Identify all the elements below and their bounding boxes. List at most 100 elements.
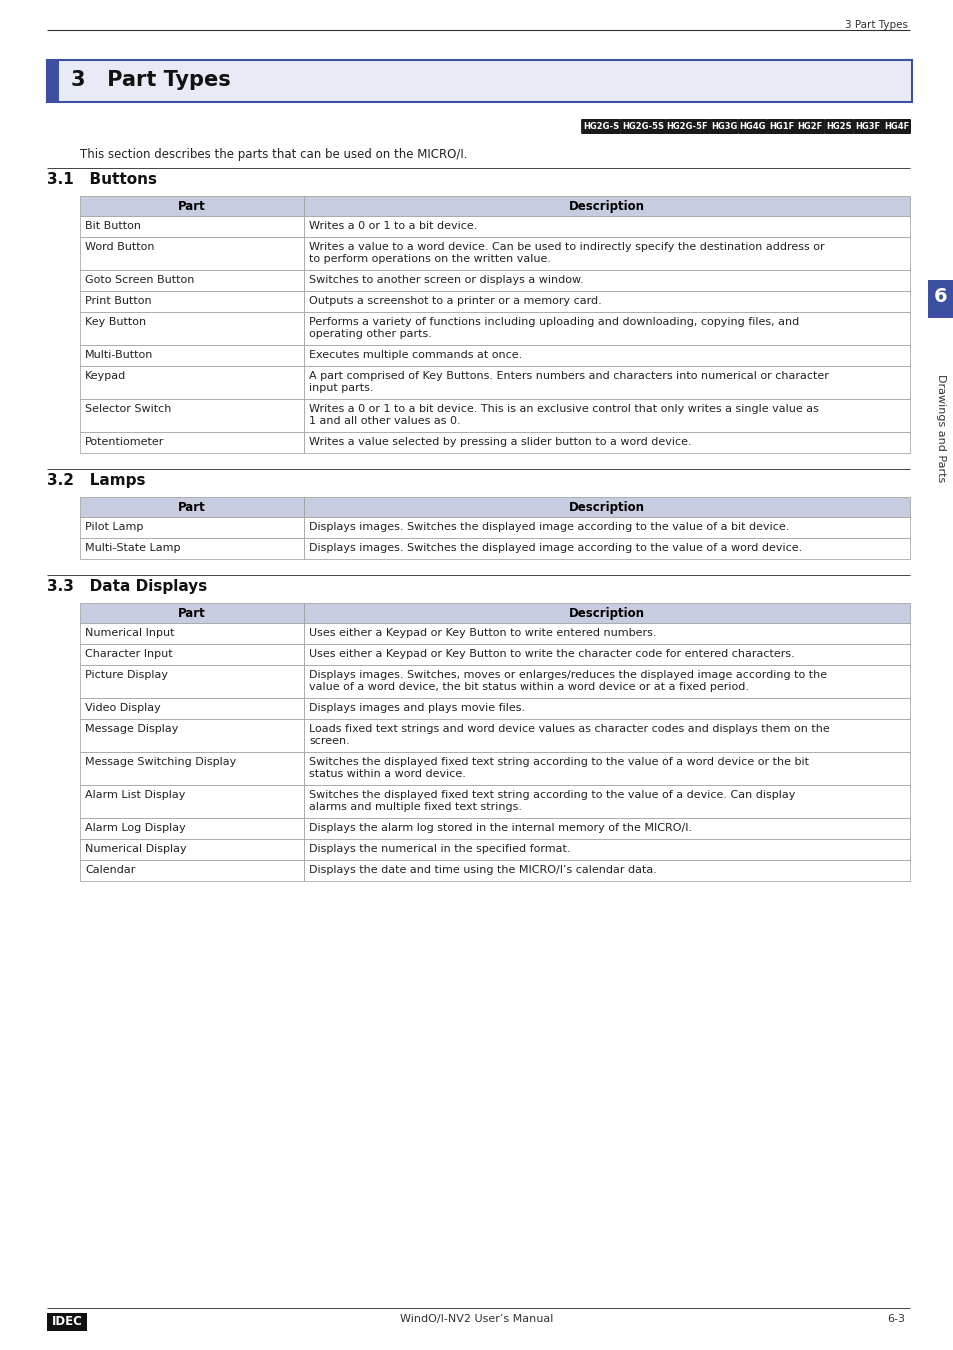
Bar	[80, 720, 304, 752]
Bar	[304, 196, 909, 216]
Text: Drawings and Parts: Drawings and Parts	[935, 374, 945, 482]
Text: Writes a 0 or 1 to a bit device.: Writes a 0 or 1 to a bit device.	[309, 221, 476, 231]
Bar	[80, 400, 304, 432]
Bar	[304, 752, 909, 784]
Text: Displays images. Switches the displayed image according to the value of a word d: Displays images. Switches the displayed …	[309, 543, 801, 554]
Text: Video Display: Video Display	[85, 703, 161, 713]
Bar	[47, 59, 59, 103]
Text: Character Input: Character Input	[85, 649, 172, 659]
Text: HG4G: HG4G	[739, 122, 765, 131]
Bar	[304, 818, 909, 838]
Text: Description: Description	[568, 608, 644, 620]
Bar	[304, 698, 909, 720]
Text: Numerical Display: Numerical Display	[85, 844, 187, 855]
Bar	[80, 860, 304, 882]
Bar	[80, 238, 304, 270]
Bar	[304, 517, 909, 539]
Bar	[80, 784, 304, 818]
FancyBboxPatch shape	[852, 119, 882, 134]
Text: Displays images and plays movie files.: Displays images and plays movie files.	[309, 703, 525, 713]
Text: HG3G: HG3G	[710, 122, 737, 131]
Text: Message Switching Display: Message Switching Display	[85, 757, 236, 767]
Text: Numerical Input: Numerical Input	[85, 628, 174, 639]
Text: Outputs a screenshot to a printer or a memory card.: Outputs a screenshot to a printer or a m…	[309, 296, 601, 306]
Bar	[304, 860, 909, 882]
Bar	[80, 698, 304, 720]
Bar	[80, 666, 304, 698]
Text: HG2G-S: HG2G-S	[582, 122, 618, 131]
FancyBboxPatch shape	[619, 119, 665, 134]
Bar	[304, 784, 909, 818]
Text: Switches the displayed fixed text string according to the value of a device. Can: Switches the displayed fixed text string…	[309, 790, 795, 811]
Bar	[927, 279, 953, 319]
Text: A part comprised of Key Buttons. Enters numbers and characters into numerical or: A part comprised of Key Buttons. Enters …	[309, 371, 828, 393]
Bar	[80, 752, 304, 784]
Text: Displays the numerical in the specified format.: Displays the numerical in the specified …	[309, 844, 570, 855]
Text: Multi-Button: Multi-Button	[85, 350, 153, 360]
Text: 6: 6	[933, 288, 947, 306]
Text: Displays images. Switches the displayed image according to the value of a bit de: Displays images. Switches the displayed …	[309, 522, 789, 532]
Bar	[80, 603, 304, 622]
Text: Multi-State Lamp: Multi-State Lamp	[85, 543, 180, 554]
FancyBboxPatch shape	[823, 119, 853, 134]
Text: Potentiometer: Potentiometer	[85, 437, 164, 447]
Bar	[304, 312, 909, 346]
Text: HG2S: HG2S	[825, 122, 851, 131]
Bar	[304, 432, 909, 454]
Text: Pilot Lamp: Pilot Lamp	[85, 522, 143, 532]
Text: Keypad: Keypad	[85, 371, 126, 381]
Text: HG2G-5S: HG2G-5S	[621, 122, 663, 131]
Text: HG2G-5F: HG2G-5F	[666, 122, 708, 131]
Bar	[80, 838, 304, 860]
Text: Uses either a Keypad or Key Button to write entered numbers.: Uses either a Keypad or Key Button to wr…	[309, 628, 656, 639]
Bar	[80, 312, 304, 346]
Text: Calendar: Calendar	[85, 865, 135, 875]
Bar	[304, 238, 909, 270]
Text: 3   Part Types: 3 Part Types	[71, 70, 231, 90]
Text: 3.1   Buttons: 3.1 Buttons	[47, 171, 157, 188]
Bar	[80, 216, 304, 238]
Text: HG4F: HG4F	[882, 122, 908, 131]
Text: Writes a value to a word device. Can be used to indirectly specify the destinati: Writes a value to a word device. Can be …	[309, 242, 823, 263]
FancyBboxPatch shape	[580, 119, 620, 134]
Text: Displays the date and time using the MICRO/I’s calendar data.: Displays the date and time using the MIC…	[309, 865, 657, 875]
Bar	[304, 292, 909, 312]
Bar	[80, 196, 304, 216]
Bar	[80, 292, 304, 312]
FancyBboxPatch shape	[881, 119, 910, 134]
Bar	[80, 644, 304, 666]
Bar	[80, 270, 304, 292]
Text: Switches the displayed fixed text string according to the value of a word device: Switches the displayed fixed text string…	[309, 757, 808, 779]
Bar	[47, 1314, 87, 1331]
Text: Uses either a Keypad or Key Button to write the character code for entered chara: Uses either a Keypad or Key Button to wr…	[309, 649, 794, 659]
Bar	[304, 603, 909, 622]
Bar	[80, 622, 304, 644]
FancyBboxPatch shape	[664, 119, 709, 134]
Text: Part: Part	[178, 501, 206, 514]
Text: Performs a variety of functions including uploading and downloading, copying fil: Performs a variety of functions includin…	[309, 317, 799, 339]
Text: HG1F: HG1F	[768, 122, 794, 131]
Text: Description: Description	[568, 200, 644, 213]
Text: Print Button: Print Button	[85, 296, 152, 306]
Bar	[80, 517, 304, 539]
Text: Loads fixed text strings and word device values as character codes and displays : Loads fixed text strings and word device…	[309, 724, 829, 745]
Text: WindO/I-NV2 User’s Manual: WindO/I-NV2 User’s Manual	[400, 1314, 553, 1324]
Text: 3 Part Types: 3 Part Types	[844, 20, 907, 30]
Text: Word Button: Word Button	[85, 242, 154, 252]
Bar	[304, 270, 909, 292]
FancyBboxPatch shape	[738, 119, 767, 134]
Text: Part: Part	[178, 608, 206, 620]
Bar	[80, 497, 304, 517]
Bar	[304, 644, 909, 666]
Bar	[304, 366, 909, 400]
Text: Writes a 0 or 1 to a bit device. This is an exclusive control that only writes a: Writes a 0 or 1 to a bit device. This is…	[309, 404, 818, 425]
Text: Goto Screen Button: Goto Screen Button	[85, 275, 194, 285]
Text: This section describes the parts that can be used on the MICRO/I.: This section describes the parts that ca…	[80, 148, 467, 161]
Bar	[304, 539, 909, 559]
Text: HG2F: HG2F	[797, 122, 822, 131]
Bar	[80, 432, 304, 454]
Bar	[304, 497, 909, 517]
FancyBboxPatch shape	[709, 119, 738, 134]
Text: Alarm Log Display: Alarm Log Display	[85, 824, 186, 833]
Bar	[47, 59, 911, 103]
